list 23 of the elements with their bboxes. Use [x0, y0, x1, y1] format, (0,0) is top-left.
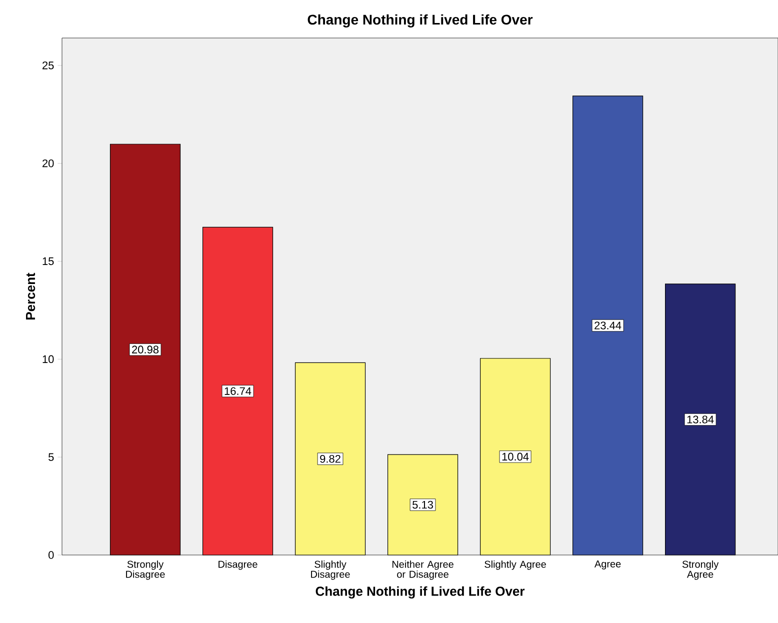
data-label: 16.74 [224, 387, 252, 395]
y-tick-label: 20 [42, 159, 54, 168]
data-label: 10.04 [502, 452, 529, 461]
chart-title: Change Nothing if Lived Life Over [308, 14, 533, 28]
x-tick-label: Slightly Agree [484, 560, 546, 570]
x-tick-label: Slightly Disagree [311, 560, 350, 580]
data-label: 23.44 [594, 322, 622, 330]
x-tick-label: Neither Agree or Disagree [392, 560, 454, 580]
x-tick-label: Disagree [218, 560, 258, 570]
x-tick-label: Strongly Agree [682, 560, 719, 580]
data-label: 9.82 [320, 454, 340, 463]
y-tick-label: 5 [48, 453, 54, 461]
y-tick-label: 0 [48, 551, 54, 559]
x-axis-title: Change Nothing if Lived Life Over [316, 586, 525, 599]
x-tick-label: Agree [594, 560, 621, 570]
y-axis-title: Percent [26, 272, 36, 320]
data-label: 13.84 [687, 416, 714, 424]
data-label: 5.13 [412, 500, 433, 509]
y-tick-label: 25 [42, 62, 54, 70]
y-tick-label: 15 [42, 257, 54, 266]
y-tick-label: 10 [42, 355, 54, 364]
data-label: 20.98 [132, 346, 159, 354]
x-tick-label: Strongly Disagree [126, 560, 165, 580]
